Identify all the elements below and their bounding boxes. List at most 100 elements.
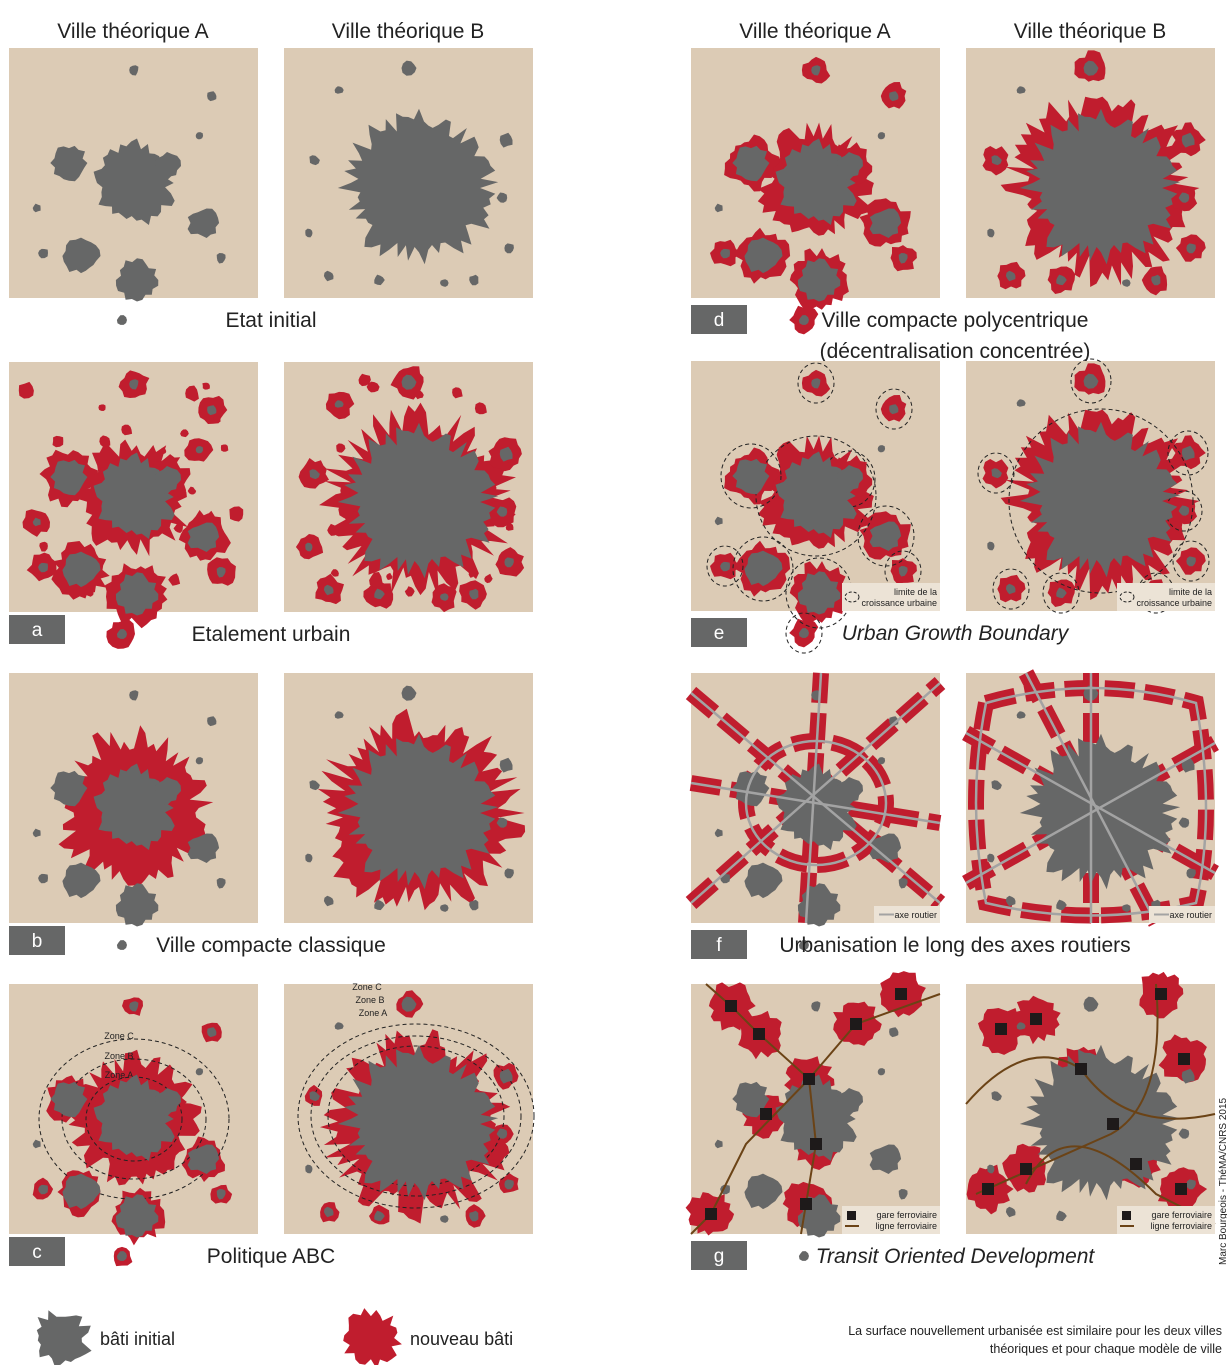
header: Ville théorique B	[1014, 20, 1167, 43]
initial-built	[987, 853, 995, 863]
map-panel: Zone C Zone B Zone A	[9, 984, 258, 1267]
initial-built	[1016, 1022, 1026, 1030]
initial-built	[50, 145, 88, 182]
header: Ville théorique A	[57, 20, 208, 43]
initial-built	[889, 716, 899, 727]
initial-built	[987, 541, 995, 551]
panel-title: (décentralisation concentrée)	[820, 340, 1091, 363]
swatch	[36, 1310, 92, 1365]
initial-built	[504, 1179, 514, 1190]
initial-built	[496, 506, 508, 517]
initial-built	[305, 228, 313, 238]
initial-built	[1178, 192, 1190, 203]
initial-built	[732, 145, 770, 182]
panel-legend-bg	[1117, 583, 1215, 611]
road	[744, 739, 888, 867]
initial-built	[334, 400, 344, 408]
initial-built	[469, 899, 479, 911]
initial-built	[334, 86, 344, 94]
road	[690, 692, 941, 904]
map-panel: Zone C Zone B Zone A	[284, 982, 535, 1234]
map-panel	[9, 362, 258, 649]
initial-built	[207, 405, 217, 416]
initial-built	[401, 374, 417, 390]
initial-built	[50, 459, 88, 496]
new-built	[39, 541, 48, 552]
new-built	[452, 387, 463, 399]
station	[1130, 1158, 1142, 1170]
initial-built	[309, 469, 320, 480]
initial-built	[836, 1088, 863, 1117]
initial-built	[129, 379, 139, 390]
initial-built	[720, 561, 730, 572]
letter-box	[691, 305, 747, 334]
initial-built	[744, 550, 783, 587]
map-panel: axe routier	[962, 669, 1219, 927]
initial-built	[987, 228, 995, 238]
initial-built	[877, 757, 886, 765]
new-built	[180, 429, 189, 438]
panel-title: Urbanisation le long des axes routiers	[779, 934, 1130, 957]
initial-built	[744, 1173, 783, 1210]
initial-built	[305, 853, 313, 863]
initial-built	[187, 1144, 220, 1174]
panel-legend-label: ligne ferroviaire	[875, 1221, 937, 1231]
road	[690, 781, 941, 825]
initial-built	[1019, 733, 1181, 890]
initial-built	[50, 770, 88, 807]
panel-title: Ville compacte classique	[156, 934, 386, 957]
panel-letter: a	[32, 620, 43, 641]
initial-built	[32, 1139, 41, 1149]
initial-built	[207, 716, 217, 727]
panel-legend-label: axe routier	[1169, 910, 1212, 920]
initial-built	[775, 1074, 857, 1161]
initial-built	[401, 60, 417, 76]
initial-built	[1186, 868, 1196, 879]
initial-built	[129, 1001, 139, 1012]
initial-built	[469, 1210, 479, 1222]
new-built	[160, 447, 167, 454]
initial-built	[889, 1027, 899, 1038]
panel-title: Politique ABC	[207, 1245, 335, 1268]
initial-built	[62, 862, 101, 899]
initial-built	[869, 521, 902, 551]
station	[995, 1023, 1007, 1035]
initial-built	[1083, 996, 1099, 1012]
legend-label: bâti initial	[100, 1329, 175, 1349]
initial-built	[869, 1144, 902, 1174]
initial-built	[374, 588, 385, 600]
zone-boundary	[327, 1045, 505, 1187]
road	[1024, 672, 1158, 924]
legend-label: nouveau bâti	[410, 1329, 513, 1349]
initial-built	[991, 155, 1002, 166]
new-built	[220, 444, 229, 452]
initial-built	[195, 446, 204, 454]
initial-built	[496, 1128, 508, 1139]
initial-built	[1056, 1210, 1067, 1222]
initial-built	[305, 542, 313, 552]
initial-built	[1016, 399, 1026, 407]
legend-symbol	[847, 1211, 856, 1220]
station	[1175, 1183, 1187, 1195]
initial-built	[207, 1027, 217, 1038]
new-built	[414, 390, 424, 400]
initial-built	[504, 557, 514, 568]
initial-built	[798, 940, 809, 950]
initial-built	[334, 1022, 344, 1030]
station	[753, 1028, 765, 1040]
letter-box	[691, 618, 747, 647]
initial-built	[877, 1068, 886, 1076]
new-built	[185, 385, 199, 402]
zone-boundary	[310, 1035, 522, 1197]
initial-built	[499, 446, 513, 462]
new-built	[173, 486, 183, 498]
map-panel	[9, 48, 258, 325]
panel-title: Urban Growth Boundary	[842, 622, 1070, 645]
initial-built	[898, 566, 908, 577]
station	[1020, 1163, 1032, 1175]
initial-built	[732, 770, 770, 807]
new-built	[99, 435, 111, 447]
legend-symbol	[1122, 1211, 1131, 1220]
growth-limit	[720, 443, 782, 509]
new-built	[84, 587, 94, 597]
